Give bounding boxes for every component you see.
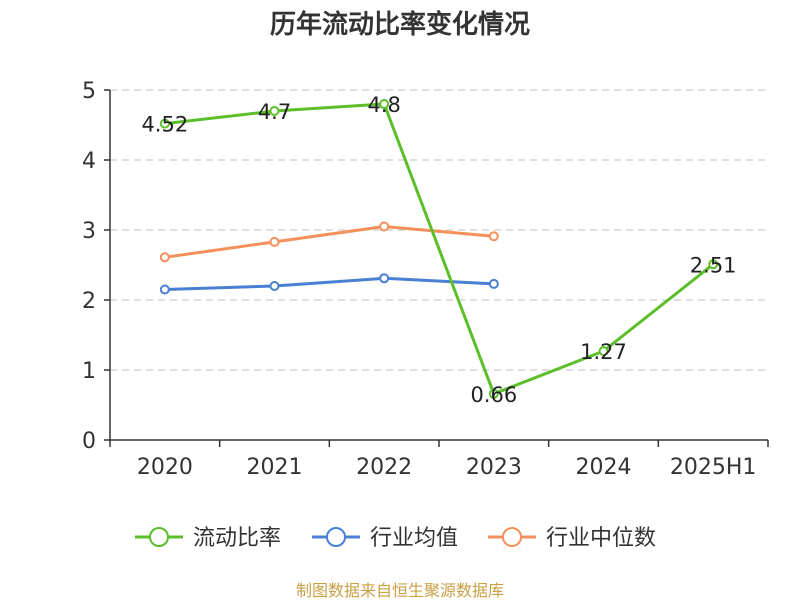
data-label: 1.27 [580,340,627,364]
series-lines [159,99,719,399]
data-point [598,346,609,357]
data-point [269,106,280,116]
legend-label: 行业均值 [370,526,458,551]
data-point [379,99,390,109]
y-tick-label: 4 [82,149,96,174]
x-tick-label: 2022 [356,455,412,480]
series-line-0 [164,102,715,396]
data-label: 4.8 [367,93,400,117]
data-point [488,278,499,289]
data-label: 2.51 [690,253,737,277]
y-tick-label: 2 [82,289,96,314]
data-point [488,231,499,242]
source-note: 制图数据来自恒生聚源数据库 [296,581,504,600]
x-tick-label: 2025H1 [670,455,757,480]
chart-title: 历年流动比率变化情况 [270,9,530,40]
data-label: 4.7 [258,100,291,124]
legend: 流动比率 行业均值 行业中位数 [135,526,656,551]
legend-marker [502,527,522,547]
x-tick-label: 2023 [466,455,522,480]
x-tick-label: 2021 [247,455,303,480]
series-line-2 [164,225,494,259]
x-tick-label: 2024 [576,455,632,480]
y-tick-label: 1 [82,359,96,384]
data-point [159,284,170,295]
data-point [159,118,170,129]
y-tick-label: 5 [82,79,96,104]
x-tick-label: 2020 [137,455,193,480]
y-tick-label: 0 [82,429,96,454]
legend-marker [326,527,346,547]
data-labels: 4.52 4.7 4.8 0.66 1.27 2.51 [141,93,736,407]
legend-label: 行业中位数 [546,526,656,551]
data-label: 4.52 [141,113,188,137]
data-point [379,273,390,284]
data-point [488,388,499,399]
data-point [379,221,390,232]
legend-marker [149,527,169,547]
legend-label: 流动比率 [193,526,281,551]
axes: 0 1 2 3 4 5 2020 2021 2022 2023 2024 2025H1 [82,79,769,480]
data-label: 0.66 [470,383,517,407]
data-point [269,236,280,247]
series-line-1 [164,276,494,291]
data-point [159,252,170,263]
y-tick-label: 3 [82,219,96,244]
data-point [708,259,719,270]
data-point [269,281,280,291]
